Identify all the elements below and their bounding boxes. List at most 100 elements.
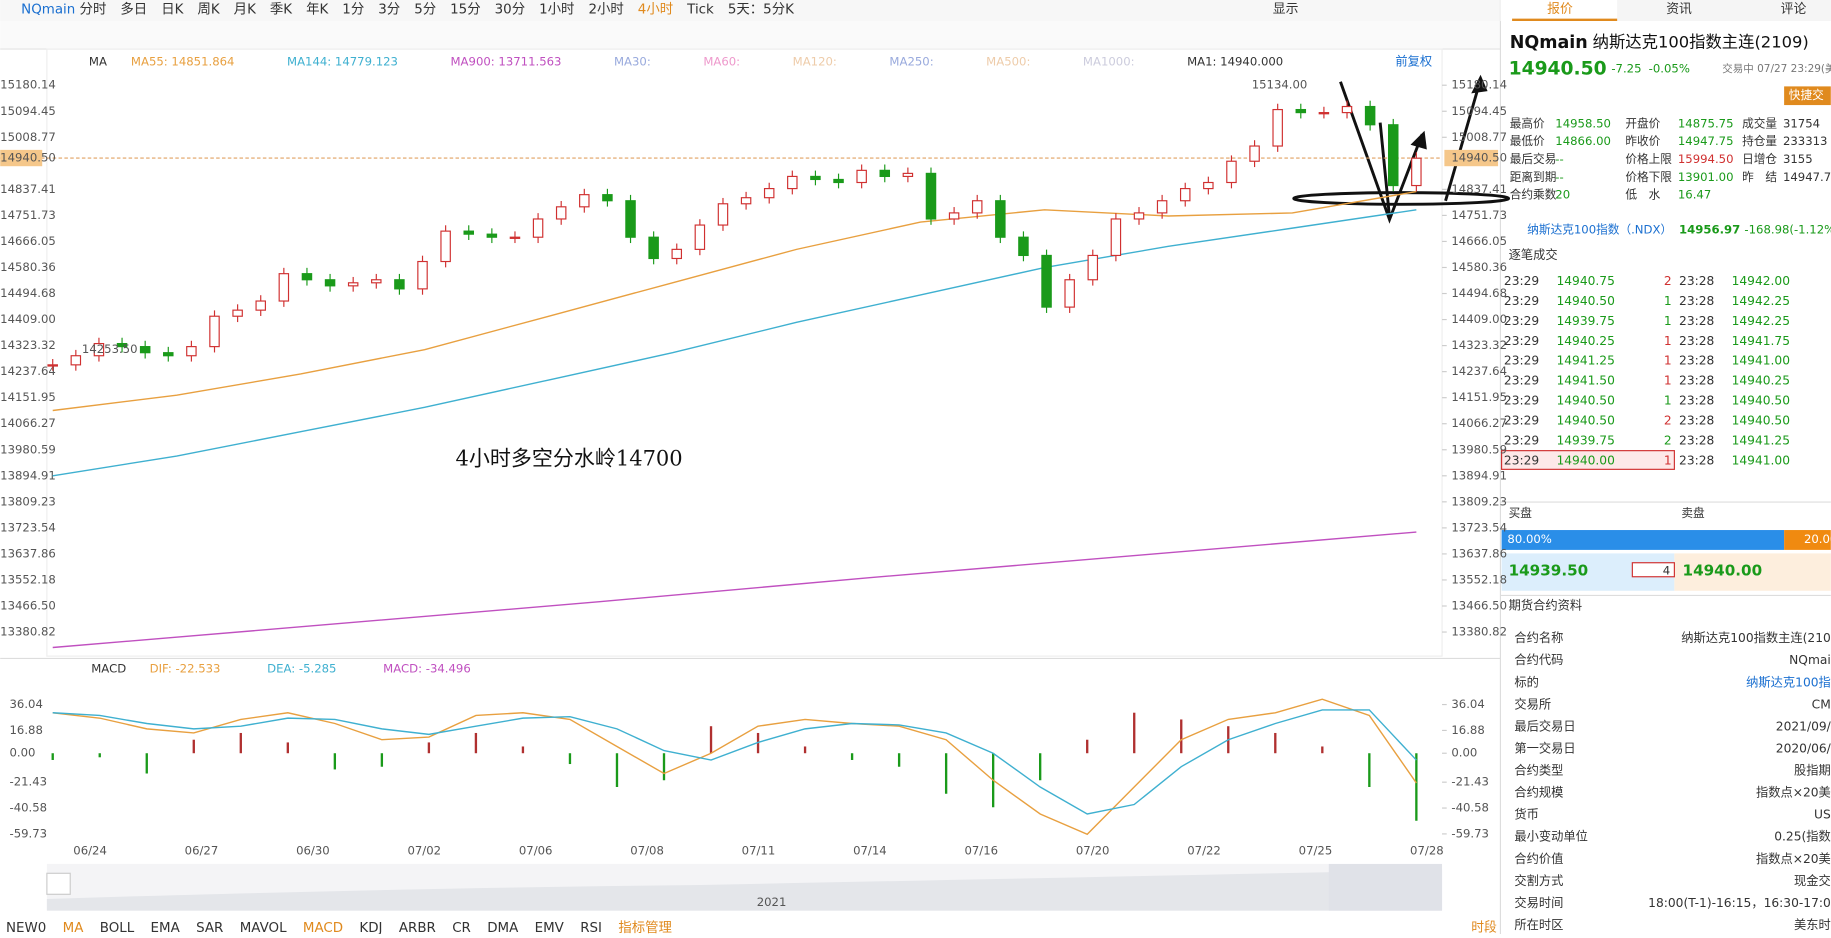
candle (1041, 254, 1052, 308)
candle (163, 352, 174, 357)
period-tab[interactable]: 5分 (414, 1, 436, 17)
y-tick-label-left: 13723.54 (0, 520, 56, 534)
ma-line (52, 190, 1417, 412)
candle (1203, 181, 1214, 190)
y-tick-label: 0.00 (1451, 746, 1477, 760)
period-tab[interactable]: 年K (306, 1, 329, 17)
y-tick-label-left: 13466.50 (0, 599, 56, 613)
period-tab[interactable]: 多日 (120, 0, 147, 17)
candle (139, 346, 151, 354)
candle (1318, 112, 1330, 115)
info-value: 指数点×20美 (1756, 851, 1831, 866)
y-tick-label: 14237.64 (1451, 364, 1507, 378)
info-key: 合约代码 (1514, 652, 1563, 667)
candle (509, 236, 521, 239)
period-tab[interactable]: 周K (197, 2, 220, 17)
ma-legend: MA30: (614, 54, 651, 68)
indicator-tab[interactable]: DMA (487, 921, 519, 936)
ma-legend: MA1: 14940.000 (1187, 54, 1283, 68)
trade-cell: 23:28 (1679, 454, 1714, 468)
period-tab[interactable]: 5天：5分K (728, 1, 795, 17)
trade-cell: 1 (1664, 354, 1672, 368)
y-tick-label-left: 14066.27 (0, 416, 56, 430)
indicator-tab[interactable]: 指标管理 (618, 920, 672, 936)
macd-legend: DEA: -5.285 (267, 661, 336, 675)
indicator-tab[interactable]: BOLL (100, 921, 135, 936)
stat: 最低价 (1510, 134, 1545, 148)
index-name: 纳斯达克100指数（.NDX） (1527, 222, 1672, 236)
y-tick-label-left: 14751.73 (0, 208, 56, 222)
indicator-tab[interactable]: MA (63, 921, 85, 936)
trade-cell: 14942.25 (1732, 314, 1790, 328)
quick-trade-button[interactable] (1784, 86, 1831, 106)
qty-box (1631, 562, 1675, 578)
period-tab[interactable]: 3分 (378, 1, 400, 17)
stat: 14958.50 (1555, 116, 1611, 130)
indicator-tab[interactable]: MACD (303, 921, 343, 936)
y-tick-label-left: 14409.00 (0, 312, 56, 326)
hand-arrow (1444, 78, 1482, 202)
y-tick-label: 14409.00 (1451, 312, 1507, 326)
indicator-tab[interactable]: SAR (196, 921, 223, 936)
info-key: 所在时区 (1514, 918, 1563, 932)
period-tab[interactable]: Tick (686, 2, 714, 17)
stat: 14947.75 (1783, 170, 1831, 184)
indicator-tab[interactable]: ARBR (399, 921, 436, 936)
period-tab[interactable]: 30分 (495, 1, 525, 17)
panel-pct: -0.05% (1649, 61, 1690, 75)
period-tab[interactable]: 1小时 (539, 1, 574, 17)
indicator-tab[interactable]: NEW0 (6, 921, 46, 936)
candle (971, 200, 983, 214)
trades-title: 逐笔成交 (1509, 247, 1558, 262)
ma-legend: MA900: 13711.563 (450, 54, 561, 68)
y-tick-label: 16.88 (1451, 723, 1484, 737)
trade-cell: 23:29 (1504, 374, 1539, 388)
trade-cell: 23:28 (1679, 274, 1714, 288)
period-tab[interactable]: 日K (161, 2, 184, 17)
candle (925, 172, 937, 220)
navigator-window[interactable] (1328, 863, 1443, 911)
indicator-name: MA (89, 54, 107, 68)
candle (394, 279, 405, 290)
high-label: 15134.00 (1252, 78, 1308, 92)
info-key: 第一交易日 (1514, 740, 1575, 755)
indicator-tab[interactable]: KDJ (359, 921, 382, 936)
adjust-mode: 前复权 (1395, 53, 1432, 68)
panel-price: 14940.50 (1509, 58, 1607, 79)
candle (417, 260, 428, 290)
more-button[interactable] (46, 872, 71, 895)
indicator-tab[interactable]: EMV (535, 921, 565, 936)
index-change: -168.98(-1.12%) (1744, 222, 1831, 236)
indicator-tab[interactable]: EMA (151, 921, 181, 936)
y-tick-label-left: -21.43 (10, 775, 48, 789)
period-tab[interactable]: 1分 (342, 1, 364, 17)
candle (763, 187, 775, 199)
panel-status: 交易中 07/27 23:29(美 (1722, 62, 1831, 75)
indicator-tab[interactable]: RSI (580, 921, 602, 936)
period-tab[interactable]: 4小时 (638, 1, 673, 17)
period-tab[interactable]: 2小时 (588, 1, 623, 17)
y-tick-label: -59.73 (1451, 826, 1489, 840)
stat: 日增仓 (1742, 152, 1777, 166)
candle (694, 224, 706, 250)
ma-legend: MA55: 14851.864 (131, 54, 235, 68)
period-tab[interactable]: 季K (270, 1, 293, 17)
y-tick-label-left: 13809.23 (0, 494, 56, 508)
period-tab[interactable]: 分时 (80, 1, 107, 17)
indicator-tab[interactable]: CR (452, 921, 471, 936)
candle (347, 282, 359, 287)
y-tick-label: 14494.68 (1451, 286, 1507, 300)
stat: 距离到期 (1510, 170, 1557, 184)
y-tick-label: 13552.18 (1451, 572, 1507, 586)
period-tab[interactable]: 15分 (450, 1, 480, 17)
indicator-tab[interactable]: MAVOL (240, 921, 287, 936)
candle (1272, 108, 1283, 147)
current-price-label: 14940.50 (1451, 151, 1507, 165)
trade-cell: 1 (1664, 334, 1672, 348)
stat: 14947.75 (1678, 134, 1734, 148)
trade-cell: 23:29 (1504, 334, 1539, 348)
trade-cell: 23:28 (1679, 314, 1714, 328)
period-tab[interactable]: 月K (234, 2, 257, 17)
x-tick-label: 07/06 (519, 844, 553, 858)
